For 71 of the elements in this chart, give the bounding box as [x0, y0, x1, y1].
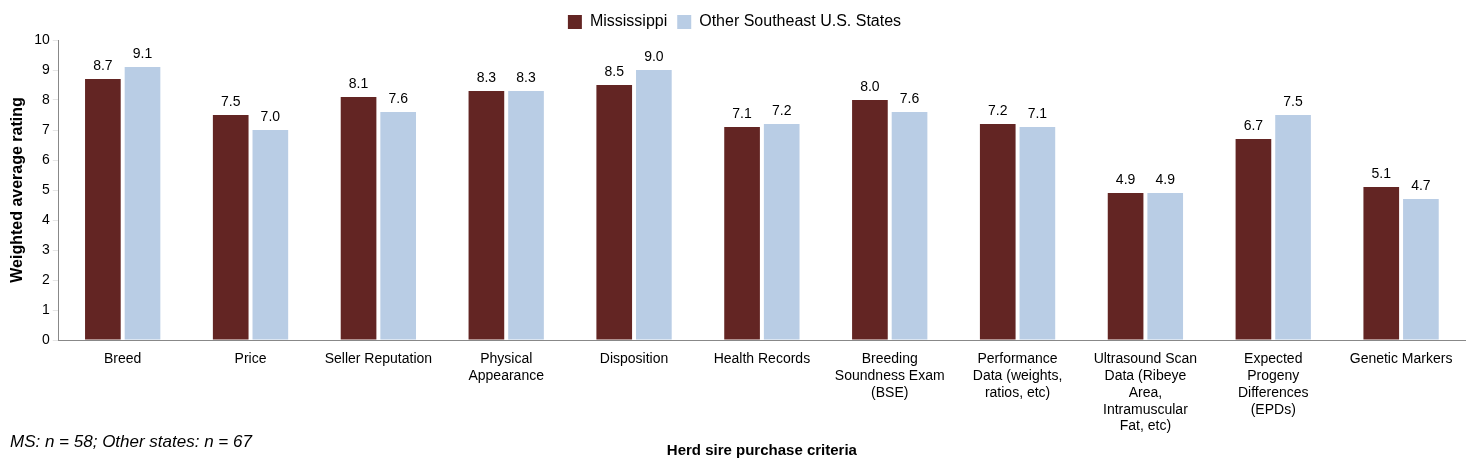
bar: [85, 79, 121, 340]
bar: [979, 124, 1016, 340]
data-label: 7.1: [732, 104, 753, 121]
bar: [596, 85, 633, 340]
data-label: 8.3: [516, 68, 536, 85]
y-tick-label: 0: [41, 330, 50, 347]
bar: [1107, 193, 1144, 340]
x-tick-label: Genetic Markers: [1349, 350, 1453, 367]
legend-label: Other Southeast U.S. States: [699, 12, 902, 30]
y-tick-label: 2: [41, 270, 50, 287]
data-label: 7.6: [388, 89, 409, 106]
data-label: 8.3: [476, 68, 497, 85]
data-label: 7.2: [988, 101, 1008, 118]
bar: [468, 91, 505, 340]
y-tick-label: 10: [34, 30, 50, 47]
x-tick-label: Seller Reputation: [324, 350, 433, 367]
y-tick-label: 3: [41, 240, 50, 257]
bar: [1019, 127, 1056, 340]
x-tick-label: Performance Data (weights, ratios, etc): [972, 350, 1063, 400]
data-label: 7.2: [771, 101, 792, 118]
x-tick-label: Ultrasound Scan Data (Ribeye Area, Intramuscular Fat, etc): [1093, 350, 1198, 434]
bar: [1275, 115, 1311, 340]
bar: [891, 112, 928, 340]
bar: [124, 67, 161, 340]
x-tick-label: Physical Appearance: [468, 350, 545, 384]
bar: [340, 97, 377, 340]
y-tick-label: 6: [41, 150, 50, 167]
data-label: 7.0: [260, 107, 281, 124]
x-tick-label: Health Records: [713, 350, 811, 367]
x-tick-label: Breed: [104, 350, 142, 367]
data-label: 8.0: [860, 77, 880, 94]
data-label: 7.5: [220, 92, 241, 109]
x-tick-label: Disposition: [599, 350, 669, 367]
x-tick-label: Expected Progeny Differences (EPDs): [1237, 350, 1309, 417]
data-label: 7.1: [1027, 104, 1048, 121]
bar: [380, 112, 417, 340]
bar: [636, 70, 672, 340]
data-label: 8.7: [93, 56, 113, 73]
bar: [508, 91, 544, 340]
bar: [763, 124, 800, 340]
bar: [1403, 199, 1439, 340]
data-label: 9.1: [132, 44, 153, 61]
y-tick-label: 4: [41, 210, 50, 227]
bar: [212, 115, 249, 340]
y-tick-label: 9: [41, 60, 50, 77]
bar: [852, 100, 888, 340]
data-label: 5.1: [1371, 164, 1392, 181]
y-tick-label: 7: [41, 120, 50, 137]
text: MS: n = 58; Other states: n = 67: [10, 432, 252, 452]
data-label: 4.9: [1155, 170, 1176, 187]
x-axis-title: Herd sire purchase criteria: [666, 441, 858, 459]
bar: [252, 130, 289, 340]
y-tick-label: 1: [41, 300, 50, 317]
legend-label: Mississippi: [589, 12, 668, 30]
data-label: 4.9: [1115, 170, 1136, 187]
data-label: 8.5: [604, 62, 625, 79]
x-tick-label: Price: [234, 350, 267, 367]
x-tick-label: Breeding Soundness Exam (BSE): [834, 350, 945, 400]
data-label: 7.6: [899, 89, 920, 106]
bar: [1235, 139, 1272, 340]
data-label: 4.7: [1411, 176, 1431, 193]
y-tick-label: 5: [41, 180, 50, 197]
y-tick-label: 8: [41, 90, 50, 107]
data-label: 8.1: [348, 74, 369, 91]
bar: [1363, 187, 1400, 340]
bar: [724, 127, 760, 340]
data-label: 6.7: [1243, 116, 1264, 133]
data-label: 7.5: [1283, 92, 1303, 109]
y-axis-title: Weighted average rating: [8, 97, 26, 283]
data-label: 9.0: [644, 47, 664, 64]
bar: [1147, 193, 1184, 340]
